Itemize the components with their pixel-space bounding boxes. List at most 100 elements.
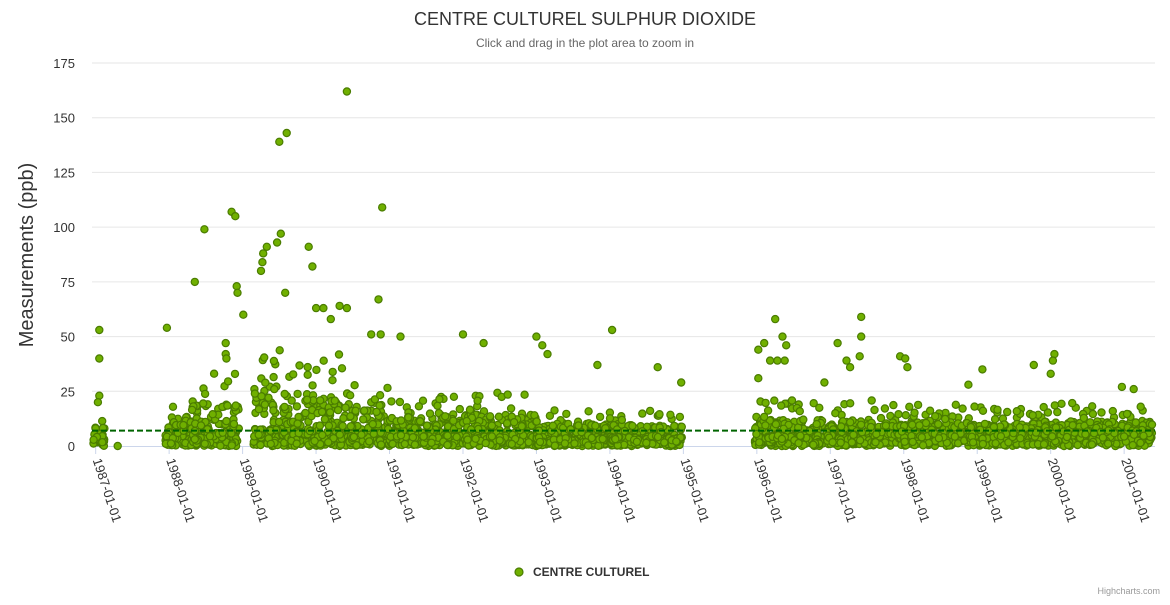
data-point[interactable] xyxy=(605,414,615,423)
data-point[interactable] xyxy=(506,404,516,413)
data-point[interactable] xyxy=(1073,440,1082,450)
data-point[interactable] xyxy=(866,422,876,432)
data-point[interactable] xyxy=(315,421,325,430)
data-point[interactable] xyxy=(1087,402,1097,411)
data-point[interactable] xyxy=(449,392,459,401)
data-point[interactable] xyxy=(820,378,829,387)
data-point[interactable] xyxy=(166,439,176,448)
data-point[interactable] xyxy=(889,400,898,410)
data-point[interactable] xyxy=(375,391,385,400)
data-point[interactable] xyxy=(346,391,355,400)
data-point[interactable] xyxy=(1029,360,1039,370)
data-point[interactable] xyxy=(761,421,770,430)
data-point[interactable] xyxy=(520,390,529,399)
data-point[interactable] xyxy=(441,412,450,421)
data-point[interactable] xyxy=(870,405,879,415)
data-point[interactable] xyxy=(978,439,988,449)
data-point[interactable] xyxy=(845,363,855,372)
data-point[interactable] xyxy=(266,439,275,449)
data-point[interactable] xyxy=(254,430,263,439)
data-point[interactable] xyxy=(328,367,337,377)
data-point[interactable] xyxy=(396,332,405,341)
data-point[interactable] xyxy=(335,430,344,439)
data-point[interactable] xyxy=(223,377,233,386)
data-point[interactable] xyxy=(782,341,791,350)
data-point[interactable] xyxy=(395,397,405,407)
data-point[interactable] xyxy=(857,332,866,341)
data-point[interactable] xyxy=(1131,418,1141,427)
data-point[interactable] xyxy=(828,438,837,447)
data-point[interactable] xyxy=(256,440,265,450)
data-point[interactable] xyxy=(200,225,209,234)
data-point[interactable] xyxy=(846,418,855,427)
data-point[interactable] xyxy=(281,288,290,297)
data-point[interactable] xyxy=(809,399,818,408)
data-point[interactable] xyxy=(317,407,327,417)
data-point[interactable] xyxy=(320,415,330,424)
data-point[interactable] xyxy=(334,350,344,359)
data-point[interactable] xyxy=(303,370,312,379)
data-point[interactable] xyxy=(294,412,303,422)
data-point[interactable] xyxy=(964,380,973,389)
data-point[interactable] xyxy=(524,438,533,447)
data-point[interactable] xyxy=(765,356,775,365)
data-point[interactable] xyxy=(339,414,348,423)
data-point[interactable] xyxy=(763,406,773,415)
data-point[interactable] xyxy=(376,440,386,449)
data-point[interactable] xyxy=(857,312,866,322)
data-point[interactable] xyxy=(831,409,840,418)
data-point[interactable] xyxy=(330,396,339,405)
data-point[interactable] xyxy=(230,369,240,379)
data-point[interactable] xyxy=(485,412,495,421)
data-point[interactable] xyxy=(611,434,620,444)
data-point[interactable] xyxy=(771,314,780,324)
data-point[interactable] xyxy=(292,439,301,448)
data-point[interactable] xyxy=(1136,438,1145,448)
data-point[interactable] xyxy=(365,437,374,446)
data-point[interactable] xyxy=(418,396,428,405)
data-point[interactable] xyxy=(383,383,392,393)
data-point[interactable] xyxy=(799,415,808,424)
data-point[interactable] xyxy=(628,421,637,431)
data-point[interactable] xyxy=(754,345,763,354)
data-point[interactable] xyxy=(396,431,406,440)
data-point[interactable] xyxy=(507,439,516,449)
data-point[interactable] xyxy=(903,363,912,372)
data-point[interactable] xyxy=(388,439,397,449)
data-point[interactable] xyxy=(443,440,452,450)
data-point[interactable] xyxy=(293,389,302,399)
data-point[interactable] xyxy=(337,364,347,373)
data-point[interactable] xyxy=(535,437,545,447)
data-point[interactable] xyxy=(503,390,512,399)
data-point[interactable] xyxy=(295,361,304,370)
data-point[interactable] xyxy=(876,413,886,423)
data-point[interactable] xyxy=(404,413,413,422)
data-point[interactable] xyxy=(98,438,107,447)
data-point[interactable] xyxy=(856,420,866,429)
data-point[interactable] xyxy=(970,402,979,411)
data-point[interactable] xyxy=(842,356,851,365)
data-point[interactable] xyxy=(950,432,960,441)
data-point[interactable] xyxy=(980,419,990,429)
data-point[interactable] xyxy=(410,440,420,449)
data-point[interactable] xyxy=(289,370,298,379)
data-point[interactable] xyxy=(915,421,924,430)
data-point[interactable] xyxy=(481,438,490,448)
data-point[interactable] xyxy=(113,441,122,451)
data-point[interactable] xyxy=(990,415,1000,424)
data-point[interactable] xyxy=(200,439,209,448)
data-point[interactable] xyxy=(855,352,864,361)
data-point[interactable] xyxy=(274,417,284,427)
data-point[interactable] xyxy=(773,356,782,365)
data-point[interactable] xyxy=(1088,409,1098,419)
legend[interactable]: CENTRE CULTUREL xyxy=(514,565,649,579)
data-point[interactable] xyxy=(282,128,291,138)
data-point[interactable] xyxy=(1097,408,1106,417)
data-point[interactable] xyxy=(595,412,605,422)
series-points[interactable] xyxy=(89,87,1157,451)
data-point[interactable] xyxy=(991,439,1000,448)
data-point[interactable] xyxy=(231,401,240,410)
data-point[interactable] xyxy=(966,422,976,432)
data-point[interactable] xyxy=(787,396,797,405)
